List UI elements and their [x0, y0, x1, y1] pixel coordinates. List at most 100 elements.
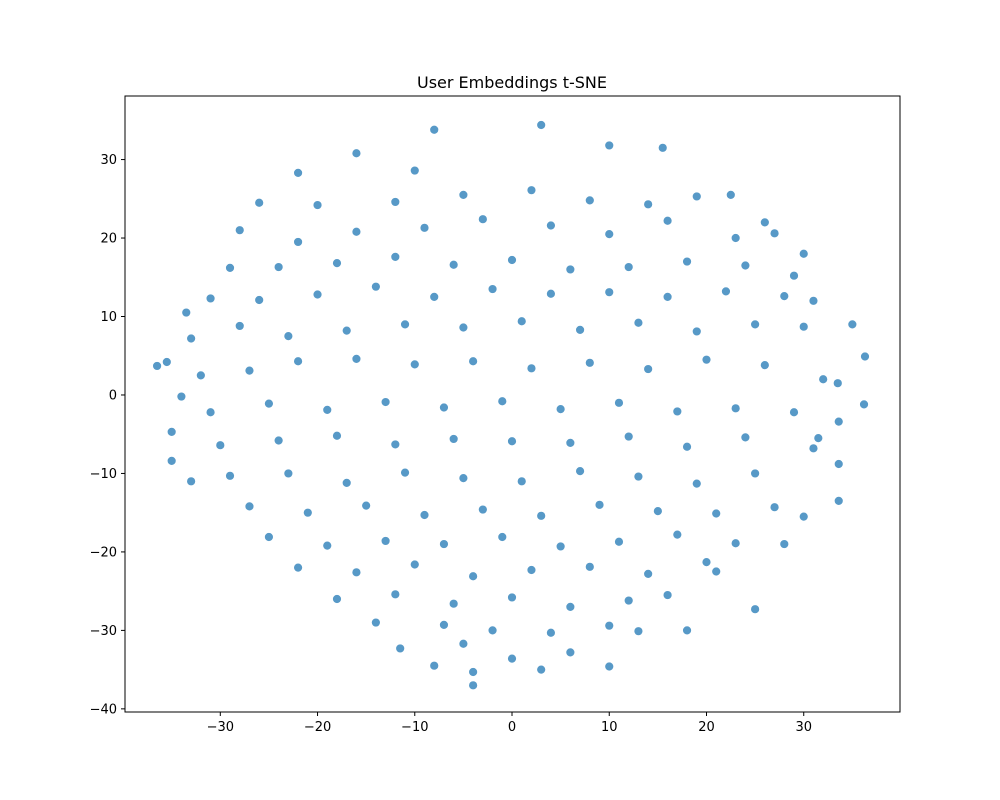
point: [244, 365, 255, 376]
point: [468, 571, 479, 582]
point: [691, 478, 702, 489]
point: [468, 667, 479, 677]
point: [205, 407, 216, 418]
y-tick-label: −30: [90, 624, 117, 639]
point: [497, 532, 508, 542]
point: [195, 370, 206, 381]
point: [711, 508, 722, 519]
point: [584, 195, 595, 206]
point: [701, 354, 712, 365]
point: [400, 467, 410, 478]
point: [332, 430, 342, 441]
point: [833, 416, 844, 427]
point: [497, 396, 508, 407]
point: [507, 436, 517, 447]
point: [458, 189, 469, 200]
point: [833, 459, 844, 469]
point: [740, 260, 751, 271]
point: [614, 397, 624, 408]
point: [860, 351, 870, 362]
point: [264, 532, 274, 542]
point: [351, 148, 362, 159]
chart-title: User Embeddings t-SNE: [417, 73, 607, 92]
point: [662, 215, 673, 226]
x-tick-label: −30: [207, 720, 234, 735]
point: [458, 473, 469, 484]
point: [536, 120, 547, 130]
point: [166, 426, 177, 437]
point: [701, 557, 712, 568]
y-tick-label: 10: [100, 310, 117, 325]
point: [847, 319, 858, 330]
point: [662, 590, 673, 600]
point: [818, 374, 829, 385]
point: [370, 617, 381, 628]
point: [390, 439, 401, 450]
point: [526, 363, 537, 374]
point: [302, 507, 313, 518]
point: [623, 431, 634, 442]
point: [555, 404, 566, 415]
point: [419, 222, 430, 233]
point: [468, 356, 479, 367]
point: [332, 594, 342, 604]
point: [584, 357, 595, 368]
point: [711, 566, 722, 577]
point: [725, 189, 736, 200]
point: [409, 359, 420, 370]
point: [254, 295, 265, 305]
point: [832, 378, 843, 389]
point: [448, 598, 459, 609]
point: [487, 625, 498, 636]
point: [789, 407, 799, 418]
point: [254, 197, 265, 208]
point: [322, 404, 333, 415]
point: [575, 466, 585, 476]
point: [186, 476, 197, 487]
point: [429, 660, 440, 671]
point: [283, 331, 294, 342]
point: [448, 434, 459, 444]
point: [546, 627, 556, 638]
point: [750, 468, 761, 479]
point: [351, 567, 362, 578]
point: [594, 499, 605, 510]
point: [526, 565, 537, 575]
point: [181, 307, 192, 318]
point: [166, 455, 177, 466]
y-tick-label: −40: [90, 702, 117, 717]
point: [458, 322, 469, 333]
point: [643, 364, 654, 374]
point: [657, 142, 668, 153]
point: [565, 601, 576, 612]
x-tick-label: 10: [601, 720, 618, 735]
point: [273, 262, 284, 272]
point: [721, 286, 731, 297]
point: [205, 293, 216, 304]
point: [322, 540, 333, 551]
point: [691, 326, 702, 337]
point: [264, 398, 274, 409]
point: [507, 653, 517, 664]
point: [798, 248, 809, 259]
point: [293, 168, 303, 178]
point: [750, 319, 761, 330]
point: [225, 262, 235, 273]
point: [152, 361, 162, 371]
point: [604, 140, 615, 151]
point: [332, 258, 342, 269]
y-tick-label: 30: [100, 153, 117, 168]
x-tick-label: 30: [795, 720, 812, 735]
point: [390, 251, 401, 262]
point: [536, 510, 547, 521]
point: [750, 604, 761, 615]
point: [652, 506, 663, 517]
point: [813, 433, 824, 444]
point: [682, 625, 692, 636]
point: [409, 165, 420, 176]
y-tick-label: −20: [90, 545, 117, 560]
point: [565, 647, 576, 658]
point: [672, 406, 683, 417]
point: [516, 316, 527, 327]
point: [234, 321, 245, 331]
